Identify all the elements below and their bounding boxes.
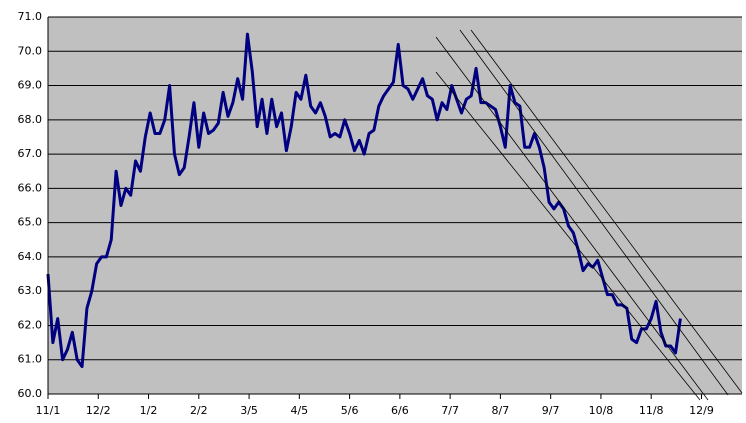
y-tick-label: 66.0 (18, 181, 43, 194)
y-tick-label: 60.0 (18, 387, 43, 400)
x-tick-label: 8/7 (492, 404, 510, 417)
trend-line (459, 29, 729, 396)
x-tick-label: 5/6 (341, 404, 359, 417)
x-tick-label: 7/7 (441, 404, 459, 417)
x-tick-label: 1/2 (140, 404, 158, 417)
x-tick-label: 9/7 (542, 404, 560, 417)
x-tick-label: 6/6 (391, 404, 409, 417)
y-tick-label: 61.0 (18, 353, 43, 366)
x-tick-label: 12/9 (689, 404, 714, 417)
y-tick-label: 64.0 (18, 250, 43, 263)
y-tick-label: 63.0 (18, 284, 43, 297)
x-tick-label: 4/5 (290, 404, 308, 417)
y-tick-label: 62.0 (18, 318, 43, 331)
y-tick-label: 67.0 (18, 147, 43, 160)
x-tick-label: 12/2 (86, 404, 111, 417)
data-line (46, 32, 682, 369)
y-tick-label: 68.0 (18, 113, 43, 126)
y-tick-label: 71.0 (18, 10, 43, 23)
trend-line (470, 29, 743, 394)
x-tick-label: 2/2 (190, 404, 208, 417)
x-tick-label: 3/5 (240, 404, 258, 417)
x-tick-label: 10/8 (589, 404, 614, 417)
x-tick-label: 11/1 (36, 404, 61, 417)
y-tick-label: 70.0 (18, 44, 43, 57)
trend-line (435, 71, 701, 401)
trend-line (435, 36, 709, 401)
x-tick-label: 11/8 (639, 404, 664, 417)
y-tick-label: 69.0 (18, 79, 43, 92)
y-tick-label: 65.0 (18, 216, 43, 229)
trend-lines (435, 29, 743, 401)
